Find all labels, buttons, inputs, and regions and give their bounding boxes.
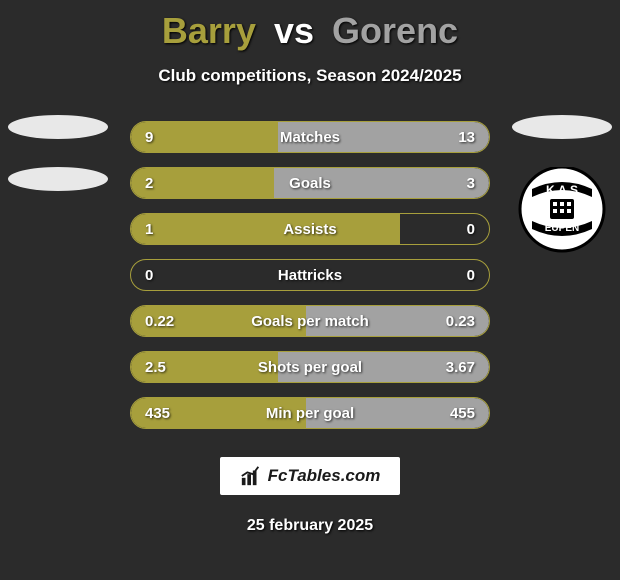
stat-value-left: 0.22: [131, 313, 201, 330]
stat-value-left: 1: [131, 221, 201, 238]
player1-badge-area: [8, 115, 108, 219]
brand-logo: FcTables.com: [220, 457, 400, 495]
stat-value-left: 9: [131, 129, 201, 146]
stat-value-right: 0: [419, 221, 489, 238]
badge-text-top: K.A.S: [546, 183, 578, 197]
stat-value-right: 3.67: [419, 359, 489, 376]
placeholder-oval-icon: [512, 115, 612, 139]
badge-text-bottom: EUPEN: [545, 223, 579, 234]
stat-label: Shots per goal: [201, 359, 419, 376]
stat-value-right: 0.23: [419, 313, 489, 330]
stat-value-right: 13: [419, 129, 489, 146]
subtitle: Club competitions, Season 2024/2025: [0, 66, 620, 86]
player2-name: Gorenc: [332, 10, 458, 51]
comparison-title: Barry vs Gorenc: [0, 0, 620, 52]
stat-row: 2.5Shots per goal3.67: [130, 351, 490, 383]
chart-icon: [240, 465, 262, 487]
stat-row: 9Matches13: [130, 121, 490, 153]
placeholder-oval-icon: [8, 115, 108, 139]
placeholder-oval-icon: [8, 167, 108, 191]
player2-badge-area: K.A.S EUPEN: [512, 115, 612, 257]
stat-value-left: 2.5: [131, 359, 201, 376]
stat-row: 0.22Goals per match0.23: [130, 305, 490, 337]
stat-row: 435Min per goal455: [130, 397, 490, 429]
stat-value-left: 2: [131, 175, 201, 192]
date-text: 25 february 2025: [0, 517, 620, 535]
stat-label: Assists: [201, 221, 419, 238]
stat-value-left: 0: [131, 267, 201, 284]
stat-label: Min per goal: [201, 405, 419, 422]
player1-name: Barry: [162, 10, 256, 51]
club-badge-icon: K.A.S EUPEN: [512, 167, 612, 257]
stat-label: Goals per match: [201, 313, 419, 330]
stat-value-right: 3: [419, 175, 489, 192]
stats-container: 9Matches132Goals31Assists00Hattricks00.2…: [130, 121, 490, 429]
stat-value-left: 435: [131, 405, 201, 422]
stat-label: Matches: [201, 129, 419, 146]
brand-text: FcTables.com: [268, 466, 381, 486]
stat-value-right: 0: [419, 267, 489, 284]
vs-separator: vs: [274, 10, 314, 51]
stat-row: 0Hattricks0: [130, 259, 490, 291]
stat-label: Goals: [201, 175, 419, 192]
stat-row: 2Goals3: [130, 167, 490, 199]
stat-value-right: 455: [419, 405, 489, 422]
stat-label: Hattricks: [201, 267, 419, 284]
stat-row: 1Assists0: [130, 213, 490, 245]
